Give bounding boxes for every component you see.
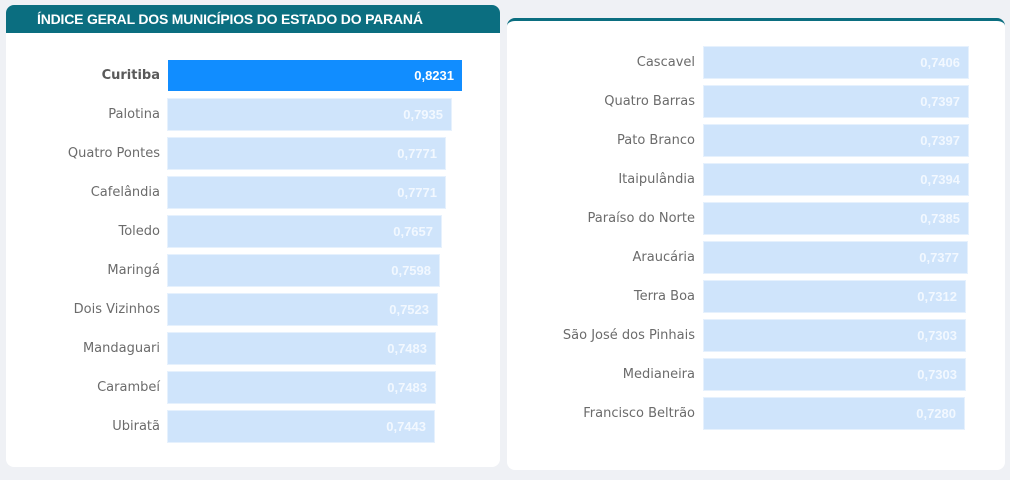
bar-value-label: 0,7397 <box>920 94 960 109</box>
bar-row[interactable]: Francisco Beltrão 0,7280 <box>507 398 1005 437</box>
bar-value-label: 0,7397 <box>920 133 960 148</box>
bar[interactable]: 0,8231 <box>168 60 462 91</box>
bar[interactable]: 0,7406 <box>704 47 968 78</box>
bar-value-label: 0,7443 <box>386 419 426 434</box>
bar[interactable]: 0,7483 <box>168 372 435 403</box>
bar-row[interactable]: São José dos Pinhais 0,7303 <box>507 320 1005 359</box>
bar-row[interactable]: Carambeí 0,7483 <box>6 372 500 411</box>
bar-row[interactable]: Quatro Pontes 0,7771 <box>6 138 500 177</box>
municipality-label: Cascavel <box>636 55 695 70</box>
bar[interactable]: 0,7523 <box>168 294 437 325</box>
bar-value-label: 0,7771 <box>397 185 437 200</box>
municipality-label: Quatro Barras <box>604 94 695 109</box>
bar[interactable]: 0,7377 <box>704 242 967 273</box>
bar-value-label: 0,7523 <box>389 302 429 317</box>
municipality-label: Quatro Pontes <box>67 146 160 161</box>
bar-value-label: 0,7771 <box>397 146 437 161</box>
bar[interactable]: 0,7771 <box>168 177 445 208</box>
bar-row[interactable]: Dois Vizinhos 0,7523 <box>6 294 500 333</box>
bar-row[interactable]: Cafelândia 0,7771 <box>6 177 500 216</box>
municipality-label: Mandaguari <box>82 341 160 356</box>
bar[interactable]: 0,7771 <box>168 138 445 169</box>
bar[interactable]: 0,7935 <box>168 99 451 130</box>
municipality-label: Cafelândia <box>90 185 160 200</box>
bar-value-label: 0,7483 <box>387 341 427 356</box>
bar-value-label: 0,7280 <box>916 406 956 421</box>
bar-value-label: 0,7312 <box>917 289 957 304</box>
bar-value-label: 0,7303 <box>917 328 957 343</box>
ranking-panel-left: ÍNDICE GERAL DOS MUNICÍPIOS DO ESTADO DO… <box>6 5 500 467</box>
bar-row[interactable]: Ubiratã 0,7443 <box>6 411 500 450</box>
bar[interactable]: 0,7483 <box>168 333 435 364</box>
bar-row[interactable]: Paraíso do Norte 0,7385 <box>507 203 1005 242</box>
bar-value-label: 0,7303 <box>917 367 957 382</box>
bar-value-label: 0,7657 <box>393 224 433 239</box>
bar-value-label: 0,7483 <box>387 380 427 395</box>
bar[interactable]: 0,7303 <box>704 359 965 390</box>
bar[interactable]: 0,7312 <box>704 281 965 312</box>
municipality-label: Pato Branco <box>617 133 695 148</box>
municipality-label: Toledo <box>118 224 160 239</box>
municipality-label: Araucária <box>632 250 695 265</box>
panel-title: ÍNDICE GERAL DOS MUNICÍPIOS DO ESTADO DO… <box>6 5 500 33</box>
bar-value-label: 0,7935 <box>403 107 443 122</box>
municipality-label: Itaipulândia <box>618 172 695 187</box>
bar-row[interactable]: Itaipulândia 0,7394 <box>507 164 1005 203</box>
bar-value-label: 0,7385 <box>920 211 960 226</box>
bar[interactable]: 0,7394 <box>704 164 968 195</box>
municipality-label: Francisco Beltrão <box>583 406 695 421</box>
municipality-label: Paraíso do Norte <box>587 211 695 226</box>
bar-row[interactable]: Pato Branco 0,7397 <box>507 125 1005 164</box>
bar-row[interactable]: Medianeira 0,7303 <box>507 359 1005 398</box>
municipality-label: Palotina <box>108 107 160 122</box>
municipality-label: Ubiratã <box>112 419 160 434</box>
bar[interactable]: 0,7397 <box>704 86 968 117</box>
bar[interactable]: 0,7657 <box>168 216 441 247</box>
bar-row[interactable]: Maringá 0,7598 <box>6 255 500 294</box>
municipality-label: Medianeira <box>622 367 695 382</box>
bar[interactable]: 0,7280 <box>704 398 964 429</box>
municipality-label: São José dos Pinhais <box>562 328 695 343</box>
bar-value-label: 0,8231 <box>414 68 454 83</box>
bar-row[interactable]: Quatro Barras 0,7397 <box>507 86 1005 125</box>
municipality-label: Maringá <box>107 263 160 278</box>
ranking-panel-right: Cascavel 0,7406 Quatro Barras 0,7397 Pato Br… <box>507 18 1005 470</box>
bar-value-label: 0,7406 <box>920 55 960 70</box>
bar-list-right: Cascavel 0,7406 Quatro Barras 0,7397 Pato Br… <box>507 47 1005 437</box>
bar-value-label: 0,7377 <box>919 250 959 265</box>
municipality-label: Dois Vizinhos <box>73 302 160 317</box>
bar[interactable]: 0,7397 <box>704 125 968 156</box>
bar-list-left: Curitiba 0,8231 Palotina 0,7935 Quatro Ponte… <box>6 60 500 450</box>
bar-row[interactable]: Toledo 0,7657 <box>6 216 500 255</box>
bar[interactable]: 0,7385 <box>704 203 968 234</box>
bar[interactable]: 0,7303 <box>704 320 965 351</box>
bar-value-label: 0,7598 <box>391 263 431 278</box>
municipality-label: Curitiba <box>101 68 160 83</box>
bar-row[interactable]: Cascavel 0,7406 <box>507 47 1005 86</box>
bar-value-label: 0,7394 <box>920 172 960 187</box>
bar-row[interactable]: Curitiba 0,8231 <box>6 60 500 99</box>
bar-row[interactable]: Terra Boa 0,7312 <box>507 281 1005 320</box>
bar-row[interactable]: Mandaguari 0,7483 <box>6 333 500 372</box>
municipality-label: Terra Boa <box>633 289 695 304</box>
municipality-label: Carambeí <box>97 380 160 395</box>
bar-row[interactable]: Palotina 0,7935 <box>6 99 500 138</box>
bar-row[interactable]: Araucária 0,7377 <box>507 242 1005 281</box>
bar[interactable]: 0,7598 <box>168 255 439 286</box>
bar[interactable]: 0,7443 <box>168 411 434 442</box>
